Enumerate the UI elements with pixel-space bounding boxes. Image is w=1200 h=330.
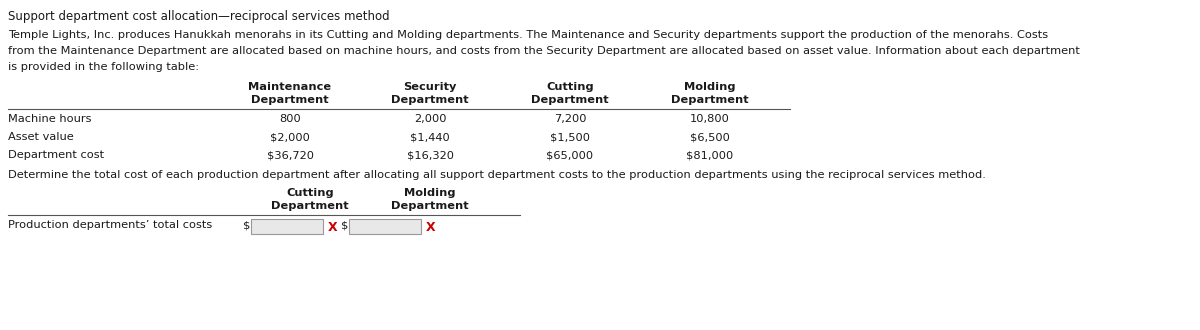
Text: 800: 800 bbox=[280, 114, 301, 124]
Text: is provided in the following table:: is provided in the following table: bbox=[8, 62, 199, 72]
Text: Department: Department bbox=[671, 95, 749, 105]
Text: from the Maintenance Department are allocated based on machine hours, and costs : from the Maintenance Department are allo… bbox=[8, 46, 1080, 56]
Text: $6,500: $6,500 bbox=[690, 132, 730, 142]
Text: Department: Department bbox=[391, 201, 469, 211]
Text: Department cost: Department cost bbox=[8, 150, 104, 160]
Text: Maintenance: Maintenance bbox=[248, 82, 331, 92]
Text: Department: Department bbox=[391, 95, 469, 105]
Text: $: $ bbox=[341, 220, 348, 230]
Text: Asset value: Asset value bbox=[8, 132, 73, 142]
Text: Determine the total cost of each production department after allocating all supp: Determine the total cost of each product… bbox=[8, 170, 986, 180]
Text: Machine hours: Machine hours bbox=[8, 114, 91, 124]
Text: $65,000: $65,000 bbox=[546, 150, 594, 160]
FancyBboxPatch shape bbox=[251, 219, 323, 234]
Text: $1,440: $1,440 bbox=[410, 132, 450, 142]
Text: 7,200: 7,200 bbox=[553, 114, 587, 124]
Text: X: X bbox=[426, 221, 436, 234]
Text: $: $ bbox=[242, 220, 251, 230]
Text: Department: Department bbox=[251, 95, 329, 105]
Text: $16,320: $16,320 bbox=[407, 150, 454, 160]
Text: Cutting: Cutting bbox=[286, 188, 334, 198]
Text: Support department cost allocation—reciprocal services method: Support department cost allocation—recip… bbox=[8, 10, 390, 23]
Text: Security: Security bbox=[403, 82, 457, 92]
Text: Temple Lights, Inc. produces Hanukkah menorahs in its Cutting and Molding depart: Temple Lights, Inc. produces Hanukkah me… bbox=[8, 30, 1048, 40]
Text: $81,000: $81,000 bbox=[686, 150, 733, 160]
Text: Molding: Molding bbox=[684, 82, 736, 92]
FancyBboxPatch shape bbox=[349, 219, 421, 234]
Text: Cutting: Cutting bbox=[546, 82, 594, 92]
Text: 2,000: 2,000 bbox=[414, 114, 446, 124]
Text: $36,720: $36,720 bbox=[266, 150, 313, 160]
Text: $2,000: $2,000 bbox=[270, 132, 310, 142]
Text: Department: Department bbox=[271, 201, 349, 211]
Text: X: X bbox=[328, 221, 337, 234]
Text: 10,800: 10,800 bbox=[690, 114, 730, 124]
Text: Department: Department bbox=[532, 95, 608, 105]
Text: $1,500: $1,500 bbox=[550, 132, 590, 142]
Text: Production departments’ total costs: Production departments’ total costs bbox=[8, 220, 212, 230]
Text: Molding: Molding bbox=[404, 188, 456, 198]
